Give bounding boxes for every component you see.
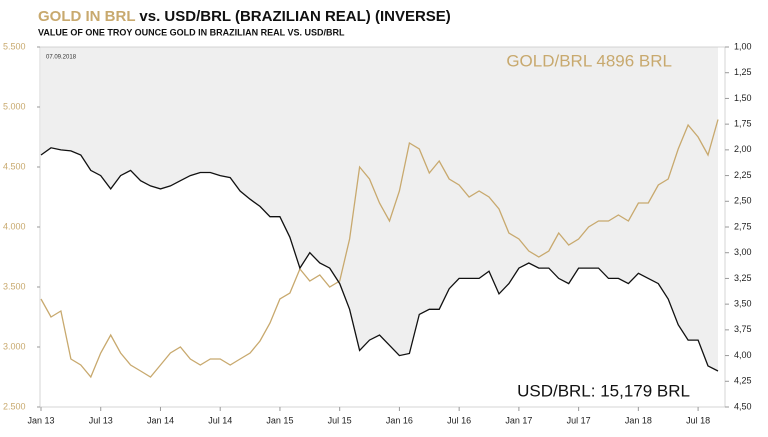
series-line: [40, 119, 719, 379]
x-tick-label: Jul 14: [208, 415, 232, 425]
y2-tick-label: 3,75: [734, 324, 752, 334]
chart-subtitle: VALUE OF ONE TROY OUNCE GOLD IN BRAZILIA…: [38, 27, 345, 37]
title-part: GOLD IN BRL: [38, 8, 135, 25]
y-tick-label: 5.500: [3, 41, 26, 51]
title-part: vs. USD/BRL (BRAZILIAN REAL) (INVERSE): [135, 8, 451, 25]
usd-label: USD/BRL: 15,179 BRL: [517, 381, 690, 400]
x-tick-label: Jul 18: [686, 415, 710, 425]
y2-tick-label: 1,50: [734, 93, 752, 103]
y2-tick-label: 4,25: [734, 376, 752, 386]
x-tick-label: Jan 13: [27, 415, 54, 425]
shaded-area: [41, 47, 718, 371]
x-tick-label: Jul 17: [567, 415, 591, 425]
y-tick-label: 3.500: [3, 281, 26, 291]
y2-tick-label: 3,00: [734, 247, 752, 257]
y2-tick-label: 3,25: [734, 273, 752, 283]
y2-tick-label: 1,25: [734, 67, 752, 77]
chart-title: GOLD IN BRL vs. USD/BRL (BRAZILIAN REAL)…: [38, 8, 451, 25]
x-tick-label: Jan 16: [386, 415, 413, 425]
y-tick-label: 2.500: [3, 401, 26, 411]
y2-tick-label: 2,00: [734, 144, 752, 154]
series-line: [40, 147, 719, 372]
y-tick-label: 5.000: [3, 101, 26, 111]
x-tick-label: Jan 17: [505, 415, 532, 425]
y2-tick-label: 2,25: [734, 170, 752, 180]
y2-tick-label: 3,50: [734, 299, 752, 309]
y2-tick-label: 4,00: [734, 350, 752, 360]
y2-tick-label: 2,75: [734, 221, 752, 231]
x-tick-label: Jan 15: [266, 415, 293, 425]
y2-tick-label: 2,50: [734, 196, 752, 206]
y-tick-label: 3.000: [3, 341, 26, 351]
y2-tick-label: 1,75: [734, 119, 752, 129]
y2-tick-label: 1,00: [734, 41, 752, 51]
date-note: 07.09.2018: [46, 55, 77, 61]
x-tick-label: Jul 16: [447, 415, 471, 425]
gold-label: GOLD/BRL 4896 BRL: [506, 51, 672, 70]
y-tick-label: 4.500: [3, 161, 26, 171]
y-tick-label: 4.000: [3, 221, 26, 231]
x-tick-label: Jan 18: [625, 415, 652, 425]
x-tick-label: Jul 15: [328, 415, 352, 425]
x-tick-label: Jul 13: [89, 415, 113, 425]
y2-tick-label: 4,50: [734, 401, 752, 411]
x-tick-label: Jan 14: [147, 415, 174, 425]
